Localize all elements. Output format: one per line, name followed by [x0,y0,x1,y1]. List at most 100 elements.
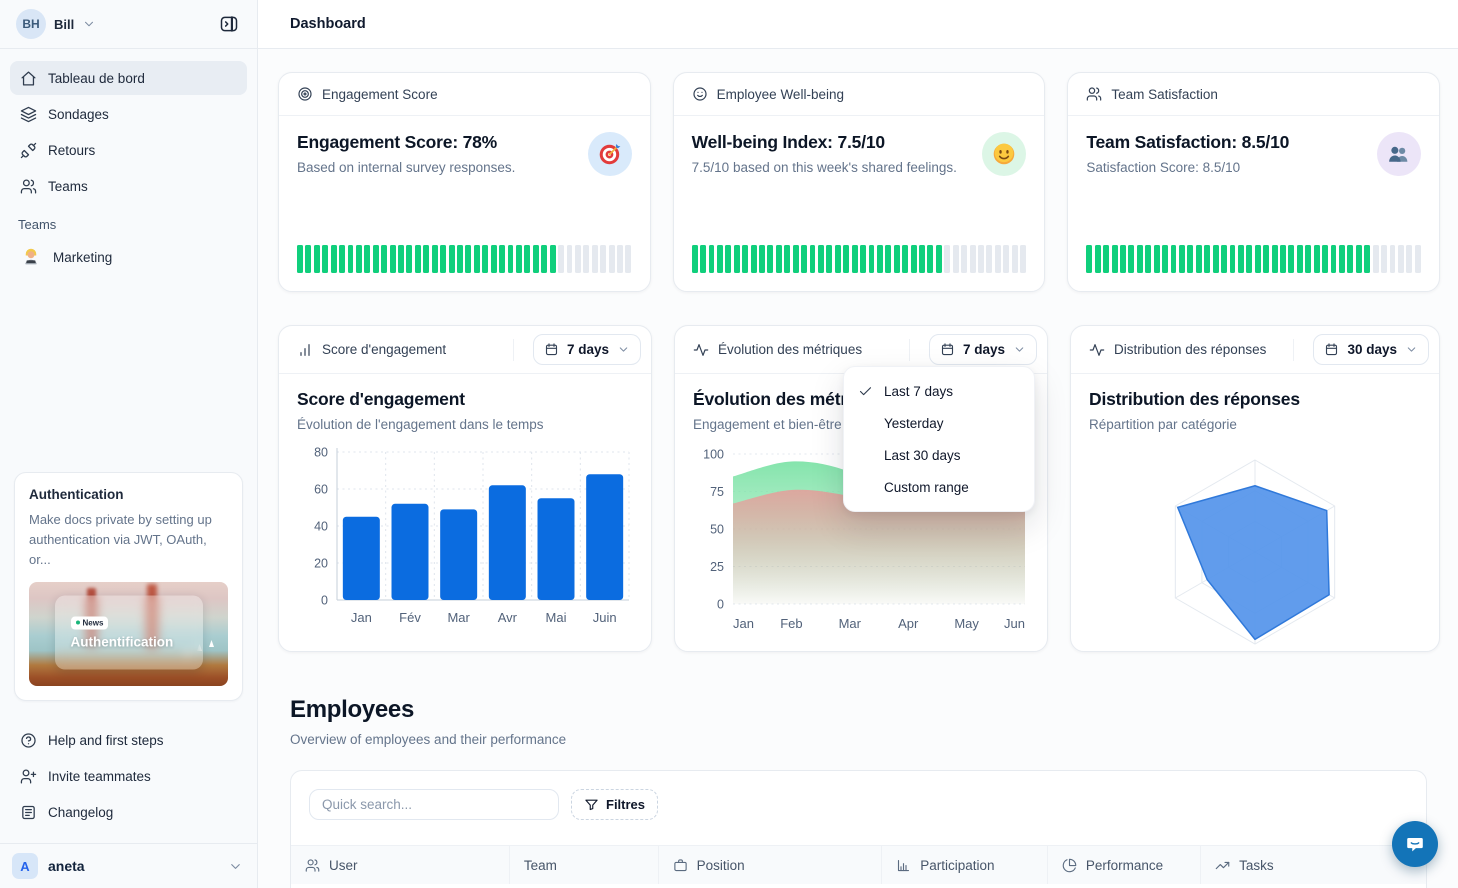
newspaper-icon [22,805,35,819]
chevron-down-icon [1407,347,1416,352]
chevron-down-icon [1015,347,1024,352]
promo-card-authentication[interactable]: Authentication Make docs private by sett… [14,471,243,701]
technologist-emoji-icon [25,248,37,265]
dart-target-emoji [587,132,632,176]
chart-cards-row: Score d'engagement 7 days Score d'engage… [278,325,1440,652]
users-icon [1087,87,1102,101]
svg-text:Mar: Mar [447,610,470,625]
svg-text:0: 0 [717,598,724,612]
workspace-user-menu[interactable]: BH Bill [16,9,96,39]
chart-subtitle: Évolution de l'engagement dans le temps [297,417,544,432]
svg-text:Jan: Jan [733,616,754,631]
stat-title: Team Satisfaction: 8.5/10 [1086,132,1290,152]
stat-subtitle: 7.5/10 based on this week's shared feeli… [691,160,957,175]
svg-text:Apr: Apr [898,616,919,631]
sidebar-collapse-button[interactable] [213,8,245,40]
column-header-position[interactable]: Position [657,846,882,884]
calendar-icon [1326,343,1338,356]
page-title: Dashboard [290,16,366,32]
sidebar-item-teams[interactable]: Teams [10,169,247,203]
panel-collapse-icon [220,16,238,32]
engagement-bar-chart: 0 20 40 60 80 Jan Fév Mar Avr Mai Juin [314,446,630,625]
home-icon [21,70,36,86]
busts-emoji [1376,132,1421,176]
wellbeing-progress-bar [691,245,1027,273]
column-header-tasks[interactable]: Tasks [1200,846,1426,884]
sidebar-item-feedback[interactable]: Retours [10,133,247,167]
bar-chart-icon [300,343,310,356]
workspace-avatar: A [12,853,38,879]
svg-text:Avr: Avr [498,610,518,625]
divider [1293,338,1295,361]
menu-item-last-7-days[interactable]: Last 7 days [850,375,1028,407]
content: Engagement Score Engagement Score: 78% B… [258,49,1458,888]
calendar-icon [545,343,558,356]
menu-item-last-30-days[interactable]: Last 30 days [884,447,961,463]
chevron-down-icon [85,21,94,27]
sidebar-item-label: Invite teammates [48,768,151,784]
svg-text:100: 100 [703,448,724,462]
filters-button[interactable]: Filtres [571,789,659,820]
range-selector-button[interactable]: 7 days [928,334,1037,365]
menu-item-custom-range[interactable]: Custom range [884,479,969,495]
promo-body: Make docs private by setting up authenti… [29,511,212,567]
svg-text:Mai: Mai [546,610,567,625]
promo-overlay: News Authentification [54,595,203,670]
stat-title: Well-being Index: 7.5/10 [691,132,885,152]
sidebar-item-marketing[interactable]: Marketing [10,240,247,274]
sidebar-footer-nav: Help and first steps Invite teammates Ch… [0,715,257,835]
table-header-row: User Team Position Participation [291,845,1426,884]
divider [512,338,514,361]
activity-icon [1089,343,1105,356]
smiling-face-emoji [982,132,1027,176]
promo-image: News Authentification [29,582,228,686]
svg-text:Mar: Mar [839,616,862,631]
svg-text:75: 75 [710,485,724,499]
stat-card-engagement: Engagement Score Engagement Score: 78% B… [278,72,651,292]
svg-text:40: 40 [314,520,328,534]
sidebar: BH Bill Tableau de bord Sondages Retours… [0,0,258,888]
employees-subtitle: Overview of employees and their performa… [290,732,567,747]
chart-title: Évolution des métriques [693,389,892,409]
range-selector-button[interactable]: 30 days [1313,334,1429,365]
sidebar-item-invite[interactable]: Invite teammates [10,759,247,793]
svg-text:Fév: Fév [399,610,421,625]
chart-card-engagement-score: Score d'engagement 7 days Score d'engage… [278,325,652,652]
chat-widget-button[interactable] [1392,821,1438,867]
sidebar-item-changelog[interactable]: Changelog [10,795,247,829]
activity-icon [693,343,709,356]
stat-card-header: Team Satisfaction [1111,86,1218,102]
target-icon [298,87,312,101]
svg-text:80: 80 [314,446,328,460]
chart-card-metrics-evolution: Évolution des métriques 7 days Évolution… [674,325,1048,652]
layers-icon [20,106,37,122]
check-icon [859,386,872,395]
stat-cards-row: Engagement Score Engagement Score: 78% B… [278,72,1440,292]
chart-card-header: Évolution des métriques [718,342,863,357]
column-header-participation[interactable]: Participation [881,846,1047,884]
sidebar-item-help[interactable]: Help and first steps [10,723,247,757]
teams-section-label: Teams [18,217,57,232]
promo-caption: Authentification [70,634,174,650]
range-selector-button[interactable]: 7 days [532,334,641,365]
calendar-icon [941,343,954,356]
chart-card-header: Score d'engagement [322,342,447,357]
workspace-switcher[interactable]: A aneta [0,843,257,888]
main-area: Dashboard Engagement Score Engagement Sc… [258,0,1458,888]
menu-item-yesterday[interactable]: Yesterday [884,415,944,431]
news-badge: News [70,616,109,630]
workspace-name: aneta [48,858,85,874]
chat-bubble-icon [1407,838,1423,852]
search-input[interactable] [309,789,559,820]
svg-text:Feb: Feb [780,616,802,631]
svg-text:0: 0 [321,594,328,608]
column-header-team[interactable]: Team [508,846,658,884]
sidebar-item-surveys[interactable]: Sondages [10,97,247,131]
column-header-performance[interactable]: Performance [1046,846,1200,884]
users-icon [20,178,37,194]
funnel-icon [585,799,598,811]
sidebar-item-dashboard[interactable]: Tableau de bord [10,61,247,95]
column-header-user[interactable]: User [291,846,509,884]
distribution-radar-chart [1174,459,1336,645]
sidebar-item-label: Tableau de bord [48,70,145,86]
